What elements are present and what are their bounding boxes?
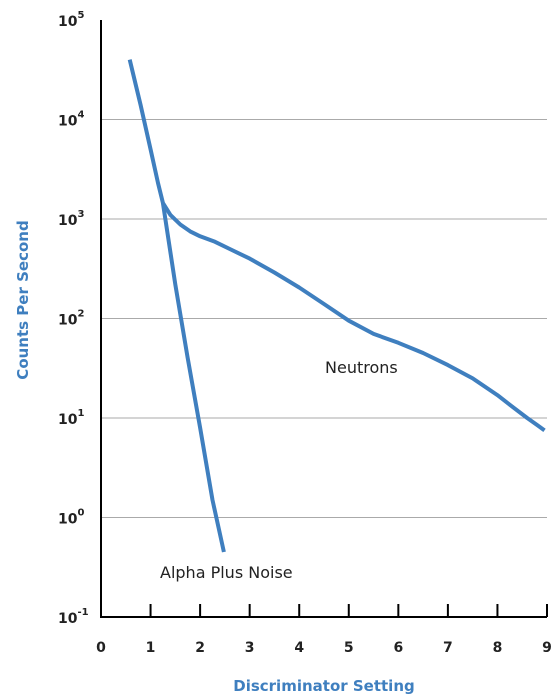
y-tick-label: 101 [58, 408, 84, 428]
y-tick-label: 103 [58, 209, 84, 229]
y-tick-label: 100 [58, 508, 84, 528]
x-tick-label: 6 [393, 640, 403, 656]
y-tick-label: 105 [58, 10, 84, 30]
x-tick-label: 4 [294, 640, 304, 656]
x-tick-label: 9 [542, 640, 552, 656]
x-tick-label: 5 [344, 640, 354, 656]
series-line-alpha-plus-noise [160, 202, 226, 553]
y-tick-label: 10-1 [58, 607, 89, 627]
grid-lines [101, 119, 547, 518]
y-tick-label: 104 [58, 110, 84, 130]
annotation-alpha-plus-noise: Alpha Plus Noise [160, 563, 293, 582]
x-tick-label: 2 [195, 640, 205, 656]
x-ticks: 0 1 2 3 4 5 6 7 8 9 [96, 604, 552, 656]
x-tick-label: 7 [443, 640, 453, 656]
x-tick-label: 8 [493, 640, 503, 656]
axes [100, 20, 547, 618]
annotation-neutrons: Neutrons [325, 358, 398, 377]
x-tick-label: 3 [245, 640, 255, 656]
x-tick-label: 1 [146, 640, 156, 656]
x-tick-label: 0 [96, 640, 106, 656]
y-axis-title: Counts Per Second [14, 220, 32, 379]
plot-lines [127, 59, 546, 553]
y-tick-label: 102 [58, 309, 84, 329]
x-axis-title: Discriminator Setting [233, 677, 415, 695]
y-ticks: 10-1 100 101 102 103 104 105 [58, 10, 89, 627]
